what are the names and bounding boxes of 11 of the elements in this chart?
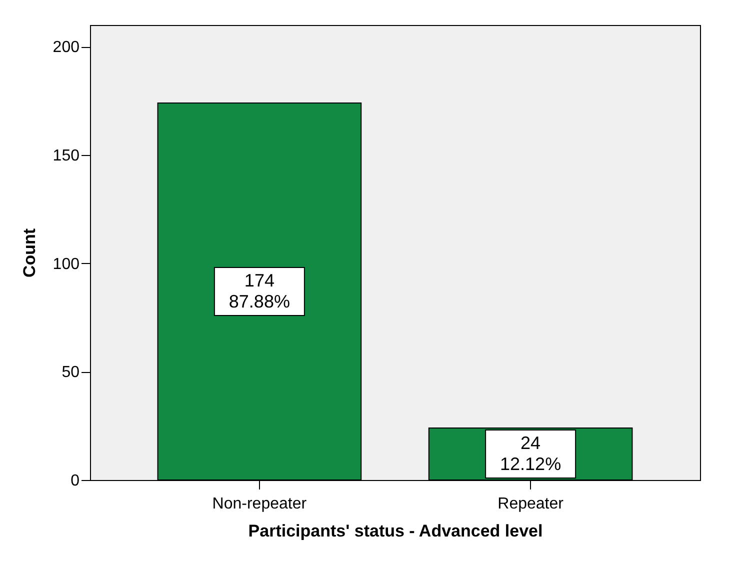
x-axis-title: Participants' status - Advanced level <box>248 522 543 540</box>
data-label: 24 12.12% <box>500 433 562 474</box>
y-tick-label: 0 <box>70 472 80 490</box>
data-label: 174 87.88% <box>228 270 290 312</box>
y-tick-label: 200 <box>52 39 80 56</box>
x-tick-label: Non-repeater <box>212 496 308 512</box>
y-tick-label: 100 <box>52 256 80 273</box>
y-tick-label: 150 <box>52 148 80 164</box>
y-tick-label: 50 <box>62 364 80 382</box>
y-axis-title: Count <box>20 228 39 278</box>
x-tick-label: Repeater <box>498 496 564 512</box>
